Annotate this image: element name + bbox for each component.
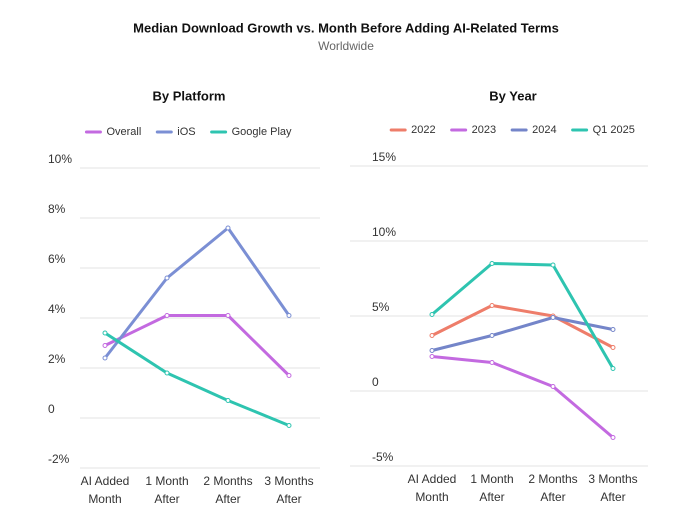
point [489,360,495,365]
series-line [103,226,291,359]
point [429,354,435,359]
x-tick-label: 1 Month After [470,472,514,504]
point [550,262,556,268]
legend-label: Overall [106,126,141,138]
y-tick-label: -5% [372,450,394,464]
point [429,333,435,338]
panel-title: By Year [489,88,536,103]
y-tick-label: -2% [48,452,70,466]
point [489,303,495,308]
legend-label: 2024 [532,124,556,136]
subtitle: Worldwide [318,39,374,53]
y-tick-label: 0 [48,402,55,416]
x-tick-label: 2 Months After [203,474,253,506]
point [610,345,616,350]
point [286,313,292,318]
point [489,333,495,338]
point [164,275,170,281]
series-line [431,262,615,370]
y-tick-label: 8% [48,202,66,216]
y-tick-label: 10% [48,152,72,166]
point [286,373,292,378]
legend-label: iOS [177,126,195,138]
y-tick-label: 15% [372,150,396,164]
point [610,435,616,440]
point [610,366,616,371]
point [286,423,292,428]
point [164,370,170,376]
point [102,343,108,348]
panel-title: By Platform [153,88,226,103]
y-tick-label: 10% [372,225,396,239]
point [164,313,170,318]
point [102,355,108,361]
x-tick-label: AI Added Month [407,472,457,504]
point [102,330,108,336]
y-tick-label: 2% [48,352,66,366]
series-line [431,304,614,349]
y-tick-label: 5% [372,300,390,314]
y-tick-label: 4% [48,302,66,316]
series-line [104,314,291,377]
main-title: Median Download Growth vs. Month Before … [133,20,559,35]
legend-label: 2022 [411,124,435,136]
point [225,313,231,318]
point [225,225,231,231]
point [550,315,556,320]
y-tick-label: 0 [372,375,379,389]
legend-label: Q1 2025 [593,124,635,136]
series-line [431,316,614,352]
x-tick-label: 1 Month After [145,474,189,506]
series-line [431,355,614,439]
x-tick-label: AI Added Month [80,474,130,506]
point [610,327,616,332]
x-tick-label: 3 Months After [264,474,314,506]
point [429,312,435,317]
series-line [104,331,290,427]
point [429,348,435,353]
point [489,261,495,266]
point [225,398,231,403]
y-tick-label: 6% [48,252,66,266]
legend-label: Google Play [232,126,292,138]
x-tick-label: 2 Months After [528,472,578,504]
legend-label: 2023 [472,124,496,136]
point [550,384,556,389]
x-tick-label: 3 Months After [588,472,638,504]
